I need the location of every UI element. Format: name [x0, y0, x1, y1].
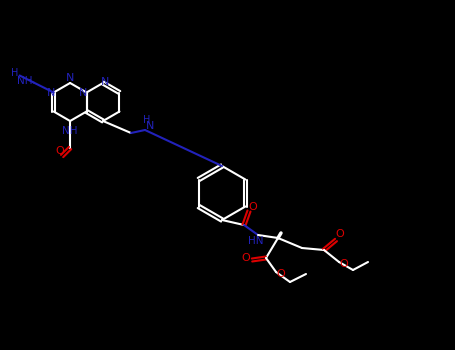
Text: O: O	[56, 146, 65, 156]
Text: H: H	[11, 69, 18, 78]
Text: O: O	[248, 202, 258, 212]
Text: H: H	[143, 115, 151, 125]
Text: O: O	[339, 259, 349, 269]
Text: NH: NH	[17, 76, 32, 85]
Text: NH: NH	[62, 126, 78, 136]
Text: N: N	[46, 89, 55, 98]
Text: O: O	[277, 269, 285, 279]
Text: HN: HN	[248, 236, 264, 246]
Text: N: N	[79, 89, 88, 98]
Text: N: N	[146, 121, 154, 131]
Text: O: O	[242, 253, 250, 263]
Text: N: N	[101, 77, 109, 87]
Text: N: N	[66, 73, 74, 83]
Text: O: O	[336, 229, 344, 239]
